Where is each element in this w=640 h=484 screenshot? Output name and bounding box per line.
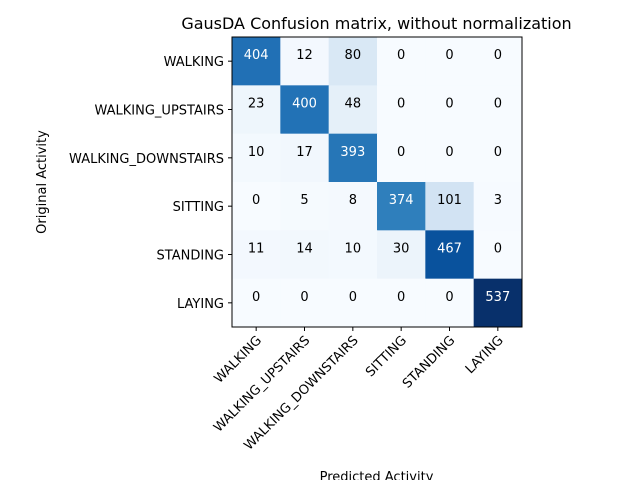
- y-tick-label: WALKING: [164, 55, 224, 70]
- heatmap-cell: [280, 85, 330, 135]
- y-tick-label: STANDING: [157, 249, 224, 264]
- heatmap-cell: [473, 182, 523, 231]
- heatmap-cell: [232, 278, 281, 328]
- cell-value-label: 0: [494, 145, 502, 160]
- cell-value-label: 0: [494, 97, 502, 112]
- heatmap-cell: [280, 133, 330, 183]
- cell-value-label: 17: [296, 145, 313, 160]
- heatmap-cell: [328, 133, 378, 183]
- heatmap-cell: [473, 278, 523, 328]
- cell-value-label: 374: [389, 193, 414, 208]
- y-tick-label: LAYING: [177, 297, 224, 312]
- cell-value-label: 0: [397, 97, 405, 112]
- heatmap-cell: [280, 37, 330, 86]
- cell-value-labels: 404 12 80 0 0 0 23 400 48 0 0 0 10 17 393 0 0 0 0 5 8 374 101 3…: [244, 48, 510, 305]
- cell-value-label: 10: [345, 242, 362, 257]
- cell-value-label: 3: [494, 193, 502, 208]
- heatmap-cell: [425, 278, 475, 328]
- heatmap-cell: [328, 182, 378, 231]
- cell-value-label: 0: [445, 97, 453, 112]
- heatmap-cell: [473, 230, 523, 280]
- heatmap-cell: [425, 133, 475, 183]
- x-tick-label: SITTING: [363, 333, 410, 380]
- cell-value-label: 0: [397, 145, 405, 160]
- x-tick-label: WALKING_UPSTAIRS: [211, 333, 313, 435]
- heatmap-cell: [280, 230, 330, 280]
- cell-value-label: 0: [445, 145, 453, 160]
- cell-value-label: 400: [292, 97, 317, 112]
- heatmap-cell: [232, 182, 281, 231]
- heatmap-cell: [473, 133, 523, 183]
- heatmap-cell: [328, 230, 378, 280]
- heatmap-cell: [232, 37, 281, 86]
- cell-value-label: 0: [494, 48, 502, 63]
- y-tick-label: SITTING: [173, 200, 224, 215]
- cell-value-label: 101: [437, 193, 462, 208]
- heatmap-cell: [280, 278, 330, 328]
- y-axis-ticks: WALKING WALKING_UPSTAIRS WALKING_DOWNSTAIR…: [69, 55, 232, 312]
- cell-value-label: 0: [349, 290, 357, 305]
- heatmap-cell: [232, 230, 281, 280]
- cell-value-label: 30: [393, 242, 410, 257]
- heatmap-cell: [425, 37, 475, 86]
- heatmap-cell: [377, 230, 426, 280]
- x-tick-label: STANDING: [400, 333, 458, 391]
- cell-value-label: 14: [296, 242, 313, 257]
- cell-value-label: 80: [345, 48, 362, 63]
- heatmap-cell: [328, 37, 378, 86]
- cell-value-label: 0: [494, 242, 502, 257]
- plot-frame: [231, 36, 523, 328]
- heatmap-cell: [425, 230, 475, 280]
- heatmap-cell: [328, 85, 378, 135]
- heatmap-cell: [473, 37, 523, 86]
- cell-value-label: 12: [296, 48, 313, 63]
- cell-value-label: 467: [437, 242, 462, 257]
- cell-value-label: 0: [252, 290, 260, 305]
- cell-value-label: 0: [445, 290, 453, 305]
- x-axis-label: Predicted Activity: [320, 470, 434, 480]
- cell-value-label: 0: [397, 290, 405, 305]
- heatmap-cell: [377, 278, 426, 328]
- heatmap-cell: [377, 133, 426, 183]
- cell-value-label: 0: [397, 48, 405, 63]
- heatmap-cell: [377, 85, 426, 135]
- heatmap-cell: [232, 133, 281, 183]
- cell-value-label: 10: [248, 145, 265, 160]
- chart-title: GausDA Confusion matrix, without normali…: [181, 14, 571, 33]
- x-tick-label: LAYING: [463, 333, 507, 377]
- cell-value-label: 48: [345, 97, 362, 112]
- cell-value-label: 11: [248, 242, 265, 257]
- heatmap-cell: [377, 37, 426, 86]
- y-axis-label: Original Activity: [35, 130, 50, 234]
- heatmap-cell: [377, 182, 426, 231]
- heatmap-cell: [232, 85, 281, 135]
- y-tick-label: WALKING_DOWNSTAIRS: [69, 152, 224, 167]
- cell-value-label: 8: [349, 193, 357, 208]
- cell-value-label: 23: [248, 97, 265, 112]
- x-axis-ticks: WALKINGWALKING_UPSTAIRSWALKING_DOWNSTAIR…: [211, 327, 507, 453]
- cell-value-label: 537: [485, 290, 510, 305]
- heatmap-cell: [473, 85, 523, 135]
- cell-value-label: 0: [445, 48, 453, 63]
- cell-value-label: 393: [340, 145, 365, 160]
- heatmap-cell: [425, 182, 475, 231]
- heatmap-cells: [232, 37, 523, 328]
- y-tick-label: WALKING_UPSTAIRS: [95, 104, 225, 119]
- cell-value-label: 404: [244, 48, 269, 63]
- cell-value-label: 0: [300, 290, 308, 305]
- cell-value-label: 0: [252, 193, 260, 208]
- heatmap-cell: [328, 278, 378, 328]
- heatmap-cell: [280, 182, 330, 231]
- cell-value-label: 5: [300, 193, 308, 208]
- heatmap-cell: [425, 85, 475, 135]
